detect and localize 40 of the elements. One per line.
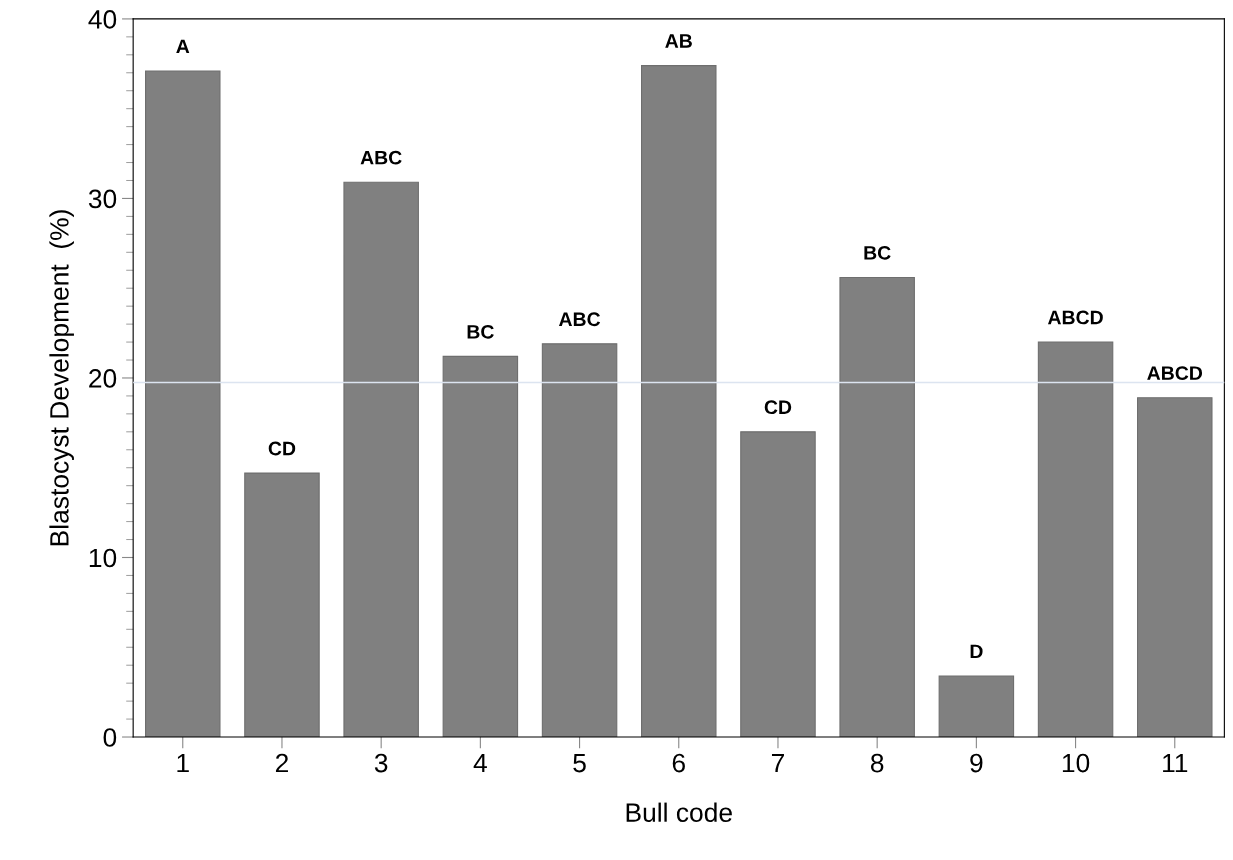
x-tick-label: 2 (275, 753, 288, 773)
bar (343, 181, 419, 738)
x-tick-label: 11 (1163, 753, 1188, 773)
annotation: ABC (360, 150, 402, 165)
bar (938, 675, 1015, 738)
annotation: CD (268, 441, 296, 456)
x-tick-label: 4 (473, 753, 487, 773)
bar (1037, 341, 1114, 738)
x-tick-label: 1 (177, 753, 189, 773)
y-tick-label: 30 (88, 189, 117, 209)
annotation: AB (665, 34, 692, 48)
x-tick-label: 6 (672, 753, 685, 773)
x-axis-title: Bull code (626, 802, 732, 822)
y-tick-label: 10 (89, 548, 117, 568)
annotation: A (176, 39, 190, 54)
y-tick-label: 20 (89, 369, 117, 388)
bar (641, 65, 717, 738)
annotation: ABCD (1047, 310, 1103, 325)
x-tick-label: 7 (771, 753, 784, 773)
annotation: BC (467, 324, 494, 339)
x-tick-label: 8 (870, 753, 884, 773)
annotation: ABCD (1147, 366, 1203, 380)
annotation: CD (764, 400, 792, 415)
x-tick-label: 10 (1062, 753, 1090, 773)
bar (541, 343, 618, 738)
bar (244, 472, 320, 738)
x-tick-label: 5 (573, 753, 586, 773)
bar (145, 70, 221, 738)
annotation: D (970, 644, 983, 659)
y-tick-label: 0 (103, 728, 117, 747)
y-tick-label: 40 (88, 10, 117, 29)
x-tick-label: 3 (374, 753, 388, 773)
x-tick-label: 9 (970, 753, 983, 773)
bar (839, 276, 915, 738)
annotation: ABC (558, 312, 601, 327)
bar (740, 431, 816, 738)
bar (442, 355, 519, 738)
annotation: BC (864, 245, 891, 260)
y-axis-title: Blastocyst Development (%) (49, 210, 74, 546)
bar (1137, 397, 1213, 738)
